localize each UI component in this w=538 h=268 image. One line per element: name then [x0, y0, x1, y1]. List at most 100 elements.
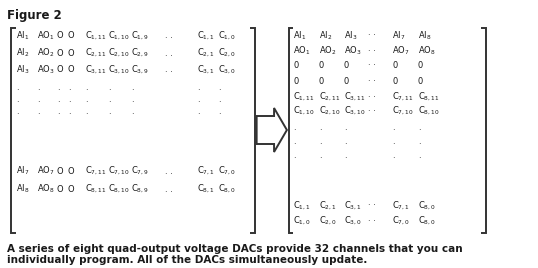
Text: C$_{1,1}$: C$_{1,1}$ — [197, 30, 215, 42]
Text: .: . — [319, 151, 322, 159]
Text: .: . — [108, 95, 111, 103]
Text: C$_{3,1}$: C$_{3,1}$ — [344, 200, 362, 212]
Text: .: . — [293, 151, 296, 159]
Text: O: O — [57, 49, 63, 58]
Text: C$_{3,11}$: C$_{3,11}$ — [344, 91, 365, 103]
Text: AI$_7$: AI$_7$ — [392, 30, 406, 42]
Text: .: . — [17, 106, 19, 116]
Text: O: O — [57, 32, 63, 40]
Text: O: O — [57, 65, 63, 75]
Text: 0: 0 — [293, 76, 299, 85]
Text: AI$_7$: AI$_7$ — [17, 165, 30, 177]
Text: O: O — [68, 49, 74, 58]
Text: 0: 0 — [344, 76, 349, 85]
Text: 0: 0 — [293, 61, 299, 70]
Text: C$_{8,0}$: C$_{8,0}$ — [218, 183, 236, 195]
Text: . .: . . — [165, 49, 173, 58]
Text: AI$_1$: AI$_1$ — [17, 30, 30, 42]
Text: .: . — [108, 106, 111, 116]
Text: .: . — [418, 122, 421, 132]
Text: C$_{8,10}$: C$_{8,10}$ — [418, 105, 440, 117]
Text: C$_{7,0}$: C$_{7,0}$ — [218, 165, 236, 177]
Text: C$_{1,0}$: C$_{1,0}$ — [293, 215, 312, 227]
Text: C$_{3,11}$: C$_{3,11}$ — [85, 64, 107, 76]
Text: C$_{2,1}$: C$_{2,1}$ — [197, 47, 215, 59]
Text: AI$_8$: AI$_8$ — [418, 30, 431, 42]
Text: C$_{7,1}$: C$_{7,1}$ — [197, 165, 215, 177]
Text: C$_{2,9}$: C$_{2,9}$ — [131, 47, 149, 59]
Text: . .: . . — [165, 65, 173, 75]
Text: .: . — [131, 106, 134, 116]
Text: AO$_3$: AO$_3$ — [37, 64, 54, 76]
Text: . .: . . — [165, 166, 173, 176]
Text: C$_{3,10}$: C$_{3,10}$ — [108, 64, 130, 76]
Text: · ·: · · — [367, 76, 376, 85]
Text: AO$_2$: AO$_2$ — [319, 45, 337, 57]
Text: AO$_8$: AO$_8$ — [418, 45, 436, 57]
Text: AI$_3$: AI$_3$ — [344, 30, 357, 42]
Text: .: . — [37, 83, 39, 91]
Text: C$_{7,0}$: C$_{7,0}$ — [392, 215, 410, 227]
Text: .: . — [197, 95, 200, 103]
Text: · ·: · · — [367, 47, 376, 55]
Text: O: O — [57, 166, 63, 176]
Text: · ·: · · — [367, 92, 376, 102]
Text: AO$_7$: AO$_7$ — [392, 45, 410, 57]
Text: C$_{8,11}$: C$_{8,11}$ — [418, 91, 440, 103]
Text: AO$_8$: AO$_8$ — [37, 183, 54, 195]
Text: AO$_1$: AO$_1$ — [293, 45, 311, 57]
Text: AO$_7$: AO$_7$ — [37, 165, 54, 177]
Text: .: . — [85, 95, 88, 103]
Text: .: . — [37, 106, 39, 116]
Text: .: . — [344, 122, 346, 132]
Text: · ·: · · — [367, 61, 376, 70]
Text: C$_{8,9}$: C$_{8,9}$ — [131, 183, 149, 195]
Text: C$_{3,9}$: C$_{3,9}$ — [131, 64, 149, 76]
Text: O: O — [68, 184, 74, 193]
Text: .: . — [85, 83, 88, 91]
Text: individually program. All of the DACs simultaneously update.: individually program. All of the DACs si… — [8, 255, 367, 265]
Text: C$_{2,11}$: C$_{2,11}$ — [85, 47, 107, 59]
Text: .: . — [218, 95, 221, 103]
Polygon shape — [257, 108, 287, 152]
Text: .: . — [17, 95, 19, 103]
Text: · ·: · · — [367, 202, 376, 210]
Text: .: . — [392, 122, 395, 132]
Text: 0: 0 — [392, 61, 398, 70]
Text: C$_{2,10}$: C$_{2,10}$ — [319, 105, 341, 117]
Text: .: . — [68, 83, 70, 91]
Text: C$_{8,10}$: C$_{8,10}$ — [108, 183, 130, 195]
Text: C$_{3,0}$: C$_{3,0}$ — [218, 64, 236, 76]
Text: C$_{8,0}$: C$_{8,0}$ — [418, 200, 436, 212]
Text: .: . — [57, 83, 60, 91]
Text: C$_{7,9}$: C$_{7,9}$ — [131, 165, 149, 177]
Text: .: . — [131, 95, 134, 103]
Text: C$_{8,11}$: C$_{8,11}$ — [85, 183, 107, 195]
Text: C$_{2,0}$: C$_{2,0}$ — [319, 215, 337, 227]
Text: 0: 0 — [319, 76, 324, 85]
Text: .: . — [392, 136, 395, 146]
Text: 0: 0 — [319, 61, 324, 70]
Text: C$_{8,1}$: C$_{8,1}$ — [197, 183, 215, 195]
Text: C$_{1,10}$: C$_{1,10}$ — [293, 105, 315, 117]
Text: .: . — [418, 136, 421, 146]
Text: C$_{2,0}$: C$_{2,0}$ — [218, 47, 236, 59]
Text: .: . — [108, 83, 111, 91]
Text: .: . — [293, 122, 296, 132]
Text: C$_{7,11}$: C$_{7,11}$ — [85, 165, 107, 177]
Text: 0: 0 — [392, 76, 398, 85]
Text: . .: . . — [165, 184, 173, 193]
Text: .: . — [37, 95, 39, 103]
Text: .: . — [17, 83, 19, 91]
Text: C$_{1,11}$: C$_{1,11}$ — [85, 30, 107, 42]
Text: · ·: · · — [367, 32, 376, 40]
Text: AO$_3$: AO$_3$ — [344, 45, 362, 57]
Text: .: . — [197, 106, 200, 116]
Text: C$_{7,10}$: C$_{7,10}$ — [108, 165, 130, 177]
Text: C$_{2,11}$: C$_{2,11}$ — [319, 91, 341, 103]
Text: .: . — [218, 106, 221, 116]
Text: · ·: · · — [367, 106, 376, 116]
Text: O: O — [68, 65, 74, 75]
Text: 0: 0 — [418, 76, 423, 85]
Text: O: O — [57, 184, 63, 193]
